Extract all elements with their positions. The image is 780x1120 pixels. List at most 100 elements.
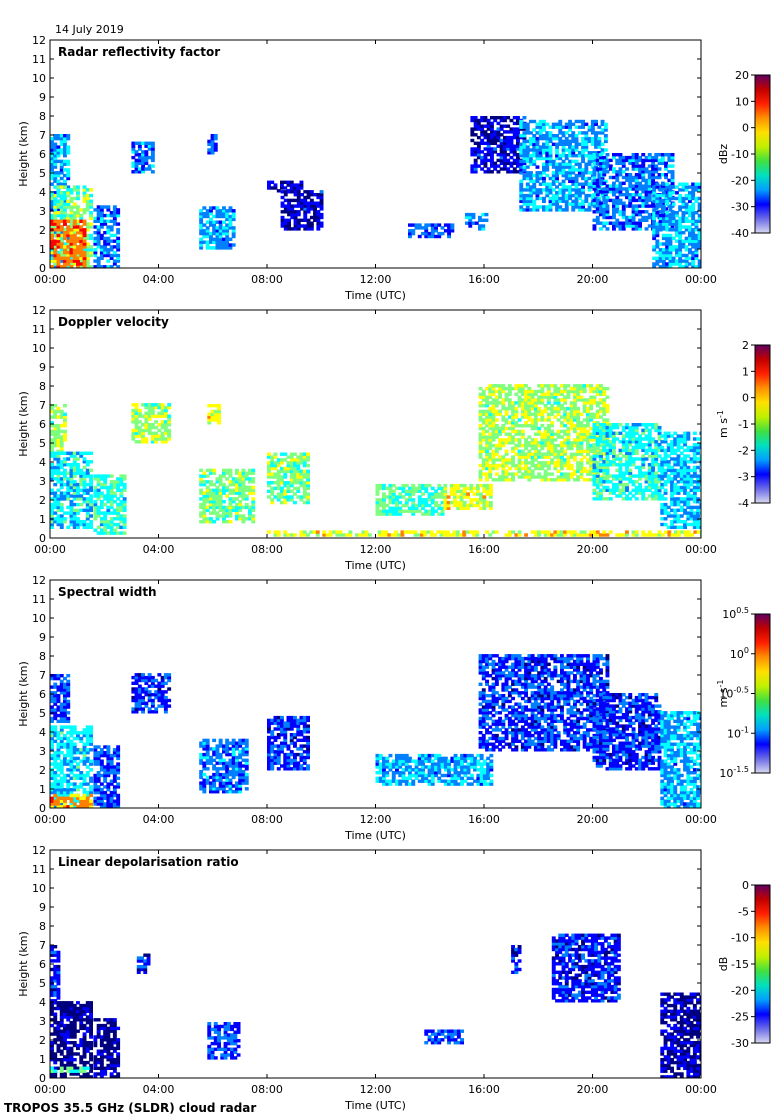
echo-cell bbox=[302, 472, 307, 476]
echo-cell bbox=[599, 406, 603, 411]
echo-cell bbox=[597, 173, 602, 178]
echo-cell bbox=[382, 503, 386, 508]
echo-cell bbox=[581, 136, 585, 141]
echo-cell bbox=[647, 195, 652, 200]
echo-cell bbox=[582, 401, 587, 405]
echo-cell bbox=[478, 424, 483, 428]
echo-cell bbox=[589, 415, 594, 419]
echo-cell bbox=[144, 158, 149, 163]
echo-cell bbox=[522, 116, 527, 120]
echo-cell bbox=[160, 431, 165, 435]
echo-cell bbox=[53, 505, 58, 510]
echo-cell bbox=[688, 248, 692, 252]
echo-cell bbox=[652, 211, 657, 215]
echo-cell bbox=[283, 224, 288, 228]
echo-cell bbox=[691, 259, 696, 263]
echo-cell bbox=[218, 505, 223, 510]
echo-cell bbox=[82, 508, 87, 512]
echo-cell bbox=[566, 406, 571, 411]
echo-cell bbox=[618, 170, 623, 174]
echo-cell bbox=[85, 245, 90, 249]
echo-cell bbox=[644, 218, 649, 222]
echo-cell bbox=[579, 421, 584, 425]
echo-cell bbox=[625, 224, 629, 228]
echo-cell bbox=[300, 224, 304, 228]
echo-cell bbox=[490, 161, 494, 165]
echo-cell bbox=[306, 201, 311, 205]
echo-cell bbox=[210, 148, 215, 152]
echo-cell bbox=[602, 198, 607, 203]
echo-cell bbox=[517, 386, 522, 391]
echo-cell bbox=[638, 193, 642, 197]
echo-cell bbox=[599, 409, 603, 414]
echo-region bbox=[652, 182, 701, 268]
echo-cell bbox=[600, 119, 605, 124]
echo-cell bbox=[50, 522, 54, 527]
echo-cell bbox=[59, 185, 64, 189]
echo-cell bbox=[85, 500, 90, 504]
echo-cell bbox=[488, 392, 493, 396]
echo-cell bbox=[560, 441, 564, 445]
echo-cell bbox=[517, 384, 522, 388]
echo-cell bbox=[53, 429, 58, 434]
echo-cell bbox=[408, 498, 412, 502]
echo-cell bbox=[63, 474, 67, 478]
echo-cell bbox=[50, 142, 54, 146]
echo-cell bbox=[612, 212, 616, 217]
echo-cell bbox=[638, 187, 642, 191]
echo-cell bbox=[589, 404, 594, 408]
echo-cell bbox=[678, 253, 683, 258]
echo-cell bbox=[654, 207, 659, 211]
echo-cell bbox=[89, 468, 93, 473]
echo-cell bbox=[560, 384, 564, 388]
echo-cell bbox=[589, 386, 594, 391]
echo-cell bbox=[59, 508, 64, 512]
echo-cell bbox=[488, 466, 493, 471]
echo-cell bbox=[688, 236, 692, 241]
echo-cell bbox=[79, 228, 84, 232]
echo-cell bbox=[103, 497, 108, 501]
echo-cell bbox=[564, 125, 569, 129]
echo-cell bbox=[661, 205, 666, 209]
echo-cell bbox=[556, 412, 561, 416]
echo-cell bbox=[568, 145, 572, 149]
echo-cell bbox=[511, 386, 515, 391]
echo-cell bbox=[603, 134, 608, 138]
echo-cell bbox=[631, 227, 636, 231]
echo-cell bbox=[661, 222, 666, 226]
echo-cell bbox=[408, 489, 412, 493]
echo-cell bbox=[76, 222, 80, 226]
echo-cell bbox=[651, 164, 655, 168]
echo-cell bbox=[478, 412, 483, 416]
echo-cell bbox=[566, 384, 571, 388]
echo-cell bbox=[496, 130, 501, 134]
echo-cell bbox=[408, 492, 412, 496]
echo-cell bbox=[466, 506, 470, 510]
echo-cell bbox=[652, 228, 657, 232]
echo-cell bbox=[668, 213, 673, 218]
echo-cell bbox=[529, 176, 533, 181]
echo-cell bbox=[141, 414, 145, 418]
echo-cell bbox=[69, 231, 74, 235]
echo-cell bbox=[569, 389, 574, 394]
echo-cell bbox=[280, 195, 285, 200]
echo-cell bbox=[657, 173, 662, 177]
echo-cell bbox=[564, 122, 569, 126]
echo-cell bbox=[215, 220, 220, 224]
echo-cell bbox=[56, 520, 61, 524]
echo-cell bbox=[414, 503, 419, 508]
echo-cell bbox=[592, 175, 597, 180]
echo-cell bbox=[213, 404, 218, 408]
echo-cell bbox=[231, 500, 236, 504]
echo-cell bbox=[93, 485, 98, 490]
echo-cell bbox=[79, 265, 84, 268]
echo-cell bbox=[540, 386, 545, 391]
echo-cell bbox=[548, 182, 553, 186]
echo-cell bbox=[618, 198, 623, 203]
echo-cell bbox=[440, 226, 445, 230]
echo-cell bbox=[671, 262, 676, 266]
echo-cell bbox=[568, 196, 572, 201]
echo-cell bbox=[587, 185, 592, 189]
echo-cell bbox=[59, 233, 64, 238]
echo-cell bbox=[490, 141, 494, 145]
